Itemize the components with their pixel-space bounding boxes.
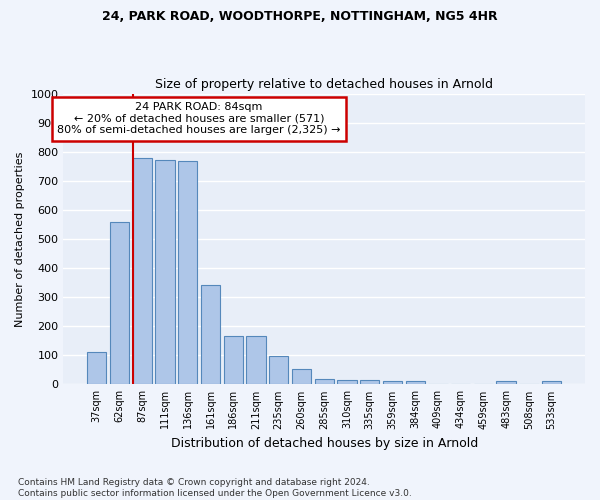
Bar [178,161,197,384]
Bar [496,381,516,384]
X-axis label: Distribution of detached houses by size in Arnold: Distribution of detached houses by size … [170,437,478,450]
Bar [292,369,311,384]
Bar [269,356,289,384]
Bar [314,378,334,384]
Bar [201,285,220,384]
Y-axis label: Number of detached properties: Number of detached properties [15,152,25,326]
Bar [133,158,152,384]
Bar [383,380,402,384]
Bar [360,380,379,384]
Bar [224,336,243,384]
Text: 24, PARK ROAD, WOODTHORPE, NOTTINGHAM, NG5 4HR: 24, PARK ROAD, WOODTHORPE, NOTTINGHAM, N… [102,10,498,23]
Bar [406,380,425,384]
Title: Size of property relative to detached houses in Arnold: Size of property relative to detached ho… [155,78,493,91]
Bar [247,336,266,384]
Text: Contains HM Land Registry data © Crown copyright and database right 2024.
Contai: Contains HM Land Registry data © Crown c… [18,478,412,498]
Bar [337,380,356,384]
Bar [87,352,106,384]
Bar [542,381,561,384]
Bar [155,160,175,384]
Text: 24 PARK ROAD: 84sqm
← 20% of detached houses are smaller (571)
80% of semi-detac: 24 PARK ROAD: 84sqm ← 20% of detached ho… [57,102,341,136]
Bar [110,222,129,384]
